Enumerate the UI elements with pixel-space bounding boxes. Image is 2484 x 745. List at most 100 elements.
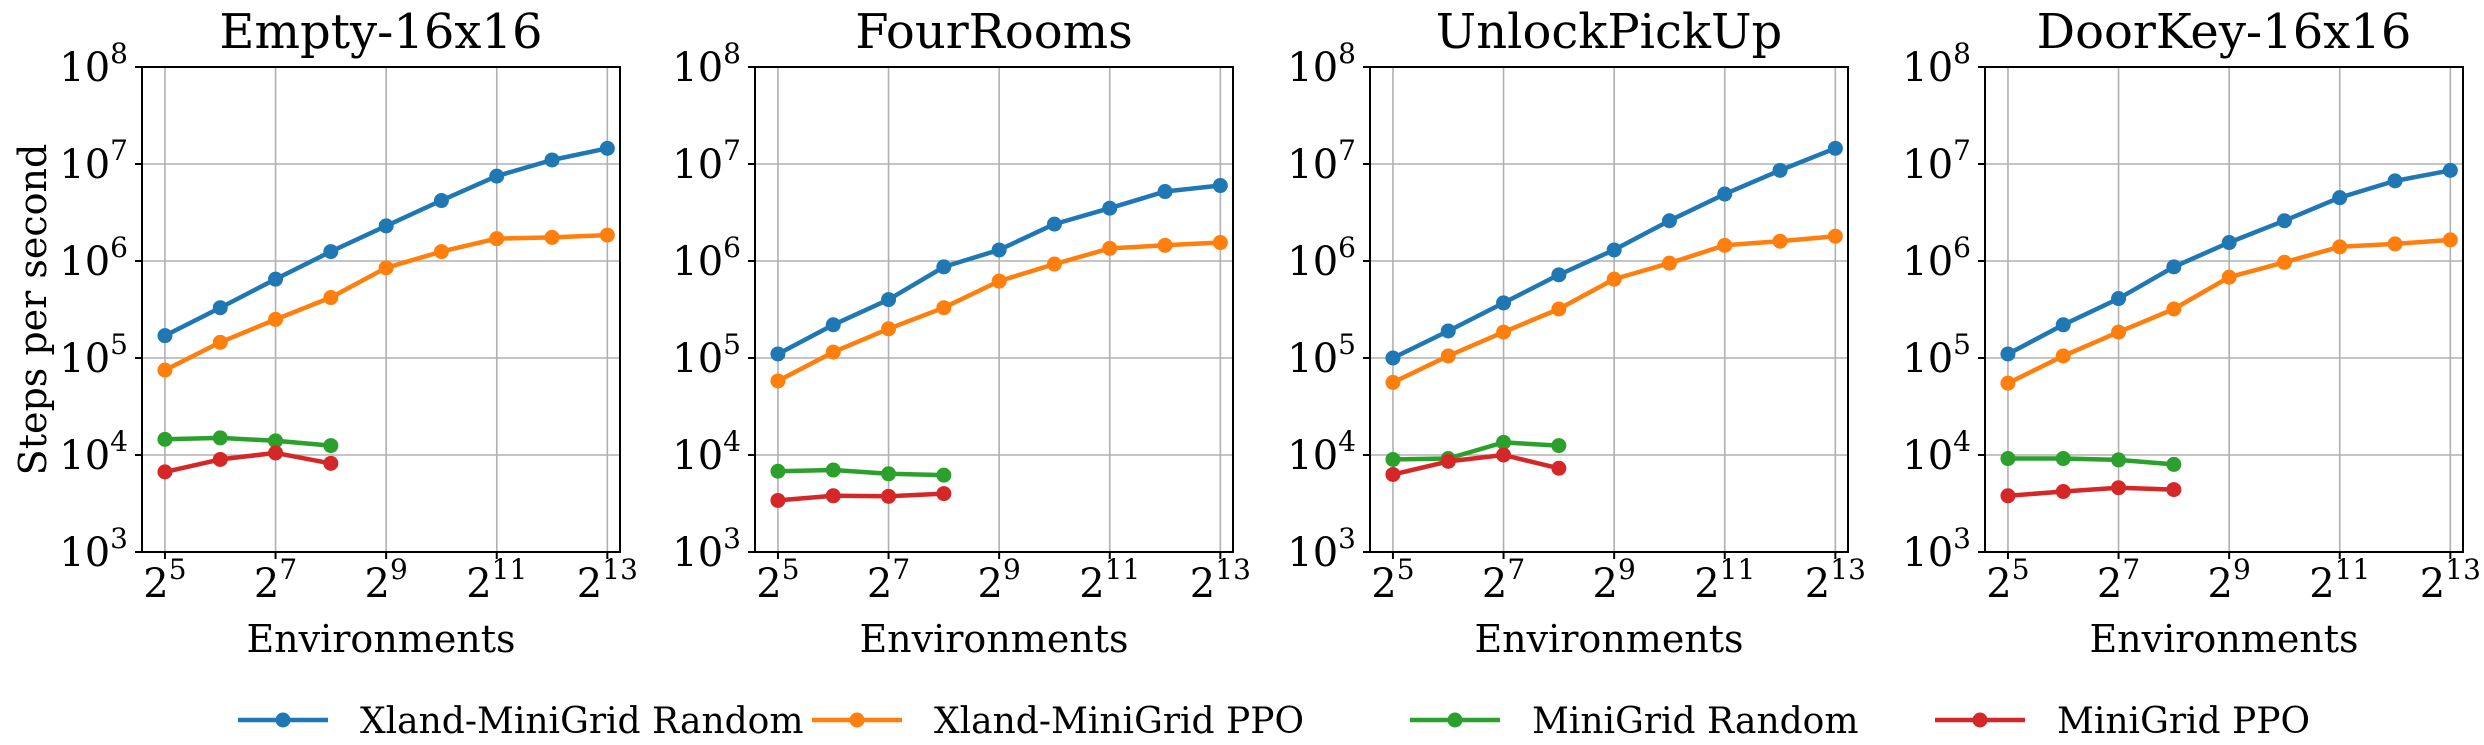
- x-tick-label-exponent: 7: [279, 553, 297, 586]
- x-tick-label: 213: [1805, 553, 1866, 607]
- series-line: [775, 491, 947, 503]
- series-minigrid-random: [2000, 451, 2182, 472]
- data-point: [544, 152, 560, 168]
- series-line: [1390, 452, 1562, 477]
- data-point: [770, 492, 786, 508]
- chart-title: FourRooms: [855, 4, 1133, 60]
- x-tick-label: 29: [365, 553, 408, 607]
- data-point: [323, 244, 339, 260]
- y-tick-label-base: 10: [59, 142, 110, 188]
- data-point: [2332, 239, 2348, 255]
- x-tick-label-base: 2: [2208, 561, 2233, 607]
- data-point: [268, 271, 284, 287]
- x-tick-label: 27: [2097, 553, 2140, 607]
- legend-label: MiniGrid Random: [1532, 701, 1858, 742]
- series-minigrid-random: [157, 430, 339, 454]
- x-tick-label-exponent: 5: [1397, 553, 1415, 586]
- y-axis-label: Steps per second: [11, 144, 55, 476]
- y-tick-label-base: 10: [1902, 45, 1953, 91]
- data-point: [2111, 480, 2127, 496]
- x-tick-label: 27: [254, 553, 297, 607]
- data-point: [1496, 447, 1512, 463]
- x-tick-label-exponent: 5: [782, 553, 800, 586]
- data-point: [1496, 324, 1512, 340]
- series-xland-minigrid-ppo: [1385, 228, 1843, 390]
- x-tick-label-base: 2: [2420, 561, 2445, 607]
- legend-swatch-marker: [1972, 712, 1988, 728]
- data-point: [2221, 235, 2237, 251]
- legend-entry-xland-minigrid-random: Xland-MiniGrid Random: [238, 701, 803, 742]
- data-point: [1496, 295, 1512, 311]
- data-point: [1440, 453, 1456, 469]
- axes-frame: [1984, 66, 2464, 553]
- legend-swatch-marker: [849, 712, 865, 728]
- y-tick-label: 106: [1902, 231, 1971, 285]
- series-xland-minigrid-random: [1385, 140, 1843, 366]
- data-point: [1551, 438, 1567, 454]
- x-tick-label: 29: [978, 553, 1021, 607]
- y-tick-label: 106: [59, 231, 128, 285]
- x-tick-label-exponent: 9: [1618, 553, 1636, 586]
- y-tick-label-base: 10: [59, 530, 110, 576]
- data-point: [1212, 178, 1228, 194]
- y-tick-label: 105: [1287, 328, 1356, 382]
- data-point: [157, 464, 173, 480]
- data-point: [1102, 200, 1118, 216]
- data-point: [1046, 216, 1062, 232]
- y-tick-label-exponent: 7: [1338, 134, 1356, 167]
- y-tick-label-exponent: 3: [1953, 522, 1971, 555]
- data-point: [2166, 482, 2182, 498]
- y-tick-label: 108: [672, 37, 741, 91]
- data-point: [2111, 324, 2127, 340]
- data-point: [1551, 460, 1567, 476]
- series-xland-minigrid-ppo: [157, 227, 615, 378]
- data-point: [825, 462, 841, 478]
- x-tick-label-base: 2: [1694, 561, 1719, 607]
- data-point: [825, 488, 841, 504]
- y-tick-label-base: 10: [1287, 142, 1338, 188]
- data-point: [1385, 350, 1401, 366]
- x-tick-label-base: 2: [756, 561, 781, 607]
- series-xland-minigrid-random: [770, 178, 1228, 362]
- data-point: [2055, 348, 2071, 364]
- y-tick-label: 108: [59, 37, 128, 91]
- axes-frame: [141, 66, 621, 553]
- chart-title: Empty-16x16: [219, 4, 542, 60]
- series-line: [775, 467, 947, 478]
- data-point: [2332, 190, 2348, 206]
- data-point: [1551, 267, 1567, 283]
- data-point: [2442, 162, 2458, 178]
- y-tick-label: 104: [59, 425, 128, 479]
- data-point: [2111, 291, 2127, 307]
- x-tick-label: 25: [756, 553, 799, 607]
- series-xland-minigrid-random: [157, 140, 615, 344]
- chart-title: DoorKey-16x16: [2037, 4, 2412, 60]
- data-point: [1827, 228, 1843, 244]
- data-point: [268, 445, 284, 461]
- y-tick-label-base: 10: [59, 336, 110, 382]
- series-line: [2005, 485, 2177, 499]
- data-point: [544, 229, 560, 245]
- data-point: [936, 486, 952, 502]
- data-point: [2166, 301, 2182, 317]
- y-tick-label-exponent: 4: [1953, 425, 1971, 458]
- y-tick-label: 103: [59, 522, 128, 576]
- legend-swatch-marker: [1447, 712, 1463, 728]
- data-point: [2276, 213, 2292, 229]
- x-tick-label-exponent: 9: [2233, 553, 2251, 586]
- y-tick-label-base: 10: [1287, 433, 1338, 479]
- data-point: [157, 362, 173, 378]
- x-tick-label: 211: [466, 553, 527, 607]
- data-point: [2387, 236, 2403, 252]
- data-point: [1827, 140, 1843, 156]
- y-tick-label: 108: [1287, 37, 1356, 91]
- y-tick-label-exponent: 5: [723, 328, 741, 361]
- series-line: [1390, 440, 1562, 462]
- data-point: [1496, 434, 1512, 450]
- legend-label: MiniGrid PPO: [2057, 701, 2310, 742]
- y-tick-label: 107: [59, 134, 128, 188]
- data-point: [1046, 256, 1062, 272]
